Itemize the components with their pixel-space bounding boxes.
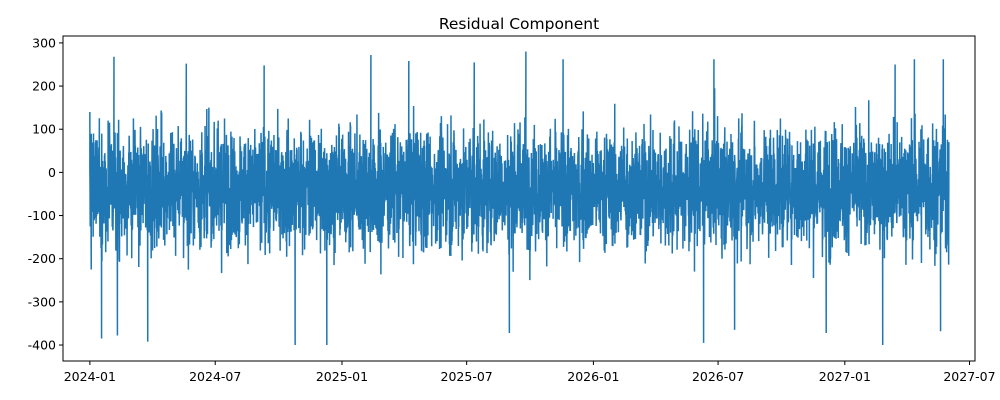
y-tick-label: -400 xyxy=(28,338,56,353)
y-tick-label: 300 xyxy=(32,35,56,50)
x-tick-label: 2024-07 xyxy=(189,369,241,384)
x-tick-label: 2027-01 xyxy=(819,369,871,384)
y-tick-label: -300 xyxy=(28,294,56,309)
x-tick-label: 2026-01 xyxy=(567,369,619,384)
x-tick-label: 2026-07 xyxy=(692,369,744,384)
chart-title: Residual Component xyxy=(439,15,599,33)
y-tick-label: 100 xyxy=(32,122,56,137)
x-tick-label: 2025-01 xyxy=(316,369,368,384)
y-tick-label: 0 xyxy=(48,165,56,180)
series-layer xyxy=(89,51,950,346)
plot-frame xyxy=(62,35,976,362)
y-tick-label: 200 xyxy=(32,79,56,94)
x-tick-label: 2025-07 xyxy=(441,369,493,384)
y-tick-label: -100 xyxy=(28,208,56,223)
x-tick-label: 2027-07 xyxy=(943,369,995,384)
y-tick-label: -200 xyxy=(28,251,56,266)
residual-series-line xyxy=(89,51,950,346)
x-tick-label: 2024-01 xyxy=(64,369,116,384)
axes-layer: 2024-01 2024-07 2025-01 2025-07 2026-01 2026-… xyxy=(28,35,996,384)
